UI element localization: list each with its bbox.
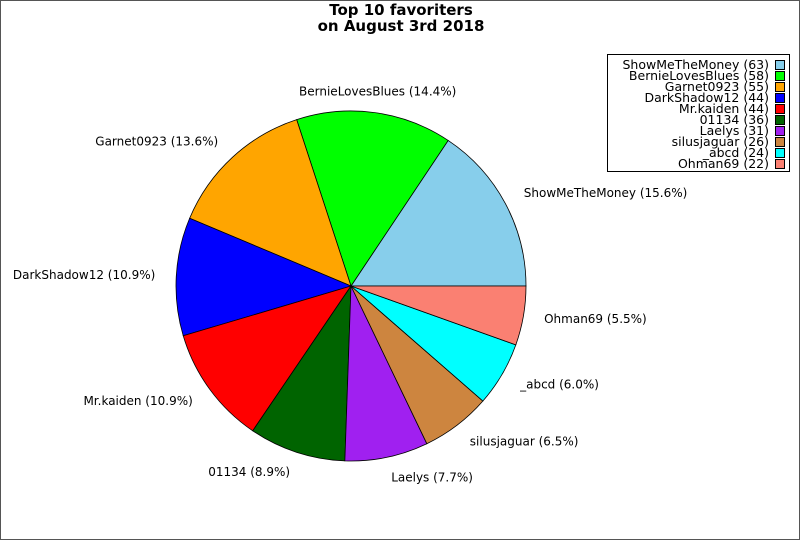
legend-entry-9: Ohman69 (22)	[612, 156, 785, 171]
pie-slice-9	[350, 285, 527, 346]
pie-slice-4	[182, 285, 352, 432]
legend-swatch-8	[775, 147, 785, 158]
legend-swatch-6	[775, 125, 785, 136]
legend-label-2: Garnet0923 (55)	[664, 79, 769, 94]
pie-labels: ShowMeTheMoney (15.6%) BernieLovesBlues (…	[13, 84, 687, 484]
legend-label-4: Mr.kaiden (44)	[678, 101, 769, 116]
pie-slice-label-6: Laelys (7.7%)	[391, 470, 473, 484]
legend-entry-8: _abcd (24)	[612, 145, 785, 160]
legend-entry-4: Mr.kaiden (44)	[612, 101, 785, 116]
legend-label-0: ShowMeTheMoney (63)	[622, 57, 769, 72]
pie-slice-3	[175, 217, 353, 337]
legend-entry-2: Garnet0923 (55)	[612, 79, 785, 94]
chart-title-line-2: on August 3rd 2018	[317, 17, 485, 35]
legend-label-5: 01134 (36)	[699, 112, 769, 127]
legend-swatch-3	[775, 92, 785, 103]
pie-slice-label-7: silusjaguar (6.5%)	[470, 434, 579, 448]
legend-label-6: Laelys (31)	[699, 123, 769, 138]
legend-entry-7: silusjaguar (26)	[612, 134, 785, 149]
pie-slice-label-5: 01134 (8.9%)	[208, 465, 290, 479]
pie-slices	[175, 110, 527, 462]
pie-slice-label-0: ShowMeTheMoney (15.6%)	[524, 186, 688, 200]
pie-slice-label-1: BernieLovesBlues (14.4%)	[299, 84, 456, 98]
legend-label-1: BernieLovesBlues (58)	[628, 68, 769, 83]
legend-swatch-7	[775, 136, 785, 147]
pie-slice-5	[252, 284, 352, 462]
legend-entry-3: DarkShadow12 (44)	[612, 90, 785, 105]
legend-entry-6: Laelys (31)	[612, 123, 785, 138]
legend-swatch-0	[775, 59, 785, 70]
legend-swatch-1	[775, 70, 785, 81]
legend-swatch-4	[775, 103, 785, 114]
legend: ShowMeTheMoney (63) BernieLovesBlues (58)…	[607, 54, 790, 172]
legend-entry-1: BernieLovesBlues (58)	[612, 68, 785, 83]
legend-label-9: Ohman69 (22)	[677, 156, 769, 171]
chart-title: Top 10 favoriters on August 3rd 2018	[1, 1, 799, 35]
pie-slice-label-2: Garnet0923 (13.6%)	[95, 134, 218, 148]
pie-slice-label-8: _abcd (6.0%)	[519, 378, 599, 392]
legend-entry-0: ShowMeTheMoney (63)	[612, 57, 785, 72]
pie-slice-label-9: Ohman69 (5.5%)	[544, 312, 647, 326]
pie-slice-label-4: Mr.kaiden (10.9%)	[83, 394, 192, 408]
legend-label-3: DarkShadow12 (44)	[644, 90, 769, 105]
legend-swatch-9	[775, 158, 785, 169]
legend-label-7: silusjaguar (26)	[671, 134, 769, 149]
pie-slice-label-3: DarkShadow12 (10.9%)	[13, 268, 155, 282]
pie-slice-2	[189, 119, 352, 287]
pie-slice-1	[296, 110, 449, 287]
legend-entry-5: 01134 (36)	[612, 112, 785, 127]
chart-title-line-1: Top 10 favoriters	[329, 1, 473, 19]
legend-swatch-2	[775, 81, 785, 92]
legend-swatch-5	[775, 114, 785, 125]
pie-slice-0	[350, 139, 527, 287]
legend-label-8: _abcd (24)	[702, 145, 769, 160]
